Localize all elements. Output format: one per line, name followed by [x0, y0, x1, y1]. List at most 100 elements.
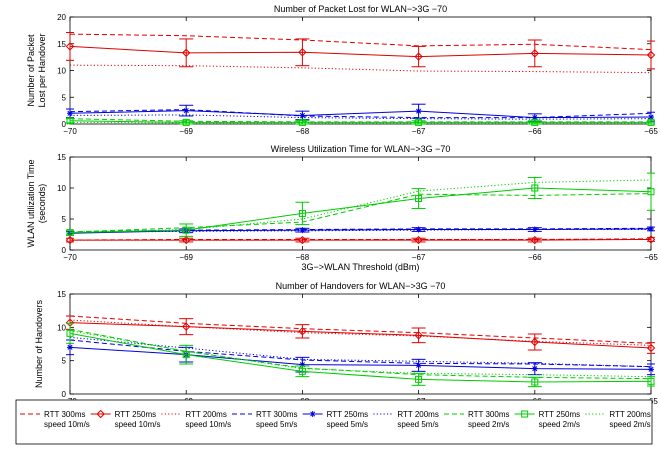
data-point	[183, 107, 190, 114]
legend-label: RTT 250ms	[115, 410, 156, 419]
data-point	[415, 375, 423, 383]
legend-label-sub: speed 10m/s	[44, 420, 90, 429]
legend-label-sub: speed 5m/s	[327, 420, 368, 429]
axes-box	[69, 156, 652, 251]
data-point	[531, 118, 539, 126]
legend-label: RTT 200ms	[185, 410, 227, 419]
data-point	[66, 117, 74, 125]
data-point	[298, 209, 306, 217]
y-tick-label: 10	[57, 323, 66, 332]
series-s4	[69, 339, 652, 368]
data-point	[181, 235, 191, 245]
panel-2: −70 −69 −68 −67 −66 −65 0 5 10 15 Wireless Utiliza…	[26, 144, 658, 272]
data-point	[647, 188, 655, 196]
data-point	[531, 365, 538, 372]
data-point	[415, 108, 422, 115]
x-tick-label: −69	[179, 127, 193, 136]
series-line	[69, 336, 652, 368]
data-point	[531, 114, 538, 121]
series-s6	[69, 336, 652, 368]
legend-label-sub: speed 5m/s	[397, 420, 438, 429]
legend-label: RTT 300ms	[468, 410, 510, 419]
data-point	[298, 235, 307, 245]
series-s8	[66, 322, 655, 388]
data-point	[299, 361, 306, 368]
legend-label-sub: speed 2m/s	[468, 420, 509, 429]
data-point	[415, 226, 422, 233]
legend-label: RTT 250ms	[327, 410, 369, 419]
y-tick-label: 0	[62, 246, 67, 255]
y-tick-label: 5	[62, 93, 67, 102]
legend-label-sub: speed 5m/s	[256, 420, 297, 429]
series-s5	[66, 339, 655, 376]
series-line	[69, 328, 652, 380]
y-tick-label: 5	[62, 357, 67, 366]
series-s1	[69, 238, 652, 241]
data-point	[65, 235, 75, 245]
data-point	[299, 227, 306, 234]
y-axis-label: Number of Handovers	[34, 299, 44, 388]
series-s1	[69, 33, 652, 51]
data-point	[415, 118, 423, 126]
series-line	[69, 346, 652, 370]
series-line	[69, 315, 652, 344]
data-point	[298, 327, 307, 336]
series-s2	[65, 235, 656, 245]
data-point	[648, 114, 654, 121]
y-tick-label: 0	[62, 120, 67, 129]
panel-3: −70−69−68−67−66−65051015Number of Handov…	[34, 281, 658, 416]
data-point	[648, 366, 654, 373]
data-point	[531, 378, 539, 386]
series-s4	[69, 109, 652, 119]
series-s3	[69, 64, 652, 74]
series-line	[69, 109, 652, 119]
x-tick-label: −66	[528, 253, 542, 262]
legend-box	[15, 399, 653, 445]
data-point	[646, 235, 656, 244]
series-s9	[69, 330, 652, 378]
data-point	[181, 48, 191, 58]
y-axis-label: WLAN utilization Time	[26, 159, 36, 247]
data-point	[298, 48, 307, 57]
series-line	[69, 64, 652, 74]
x-tick-label: −65	[644, 127, 658, 136]
data-point	[414, 52, 423, 61]
data-point	[299, 112, 306, 119]
series-line	[70, 238, 652, 241]
data-point	[182, 226, 190, 234]
data-point	[647, 118, 655, 126]
data-point	[646, 343, 656, 353]
x-tick-label: −67	[412, 253, 426, 262]
series-s2	[65, 315, 656, 354]
series-s7	[69, 328, 652, 380]
series-line	[69, 330, 652, 378]
data-point	[647, 377, 655, 385]
data-point	[298, 118, 306, 126]
data-point	[531, 226, 538, 233]
series-line	[69, 332, 652, 383]
y-tick-label: 10	[57, 67, 66, 76]
data-point	[65, 42, 75, 51]
y-axis-label: (seconds)	[37, 184, 47, 224]
axes-box	[69, 16, 652, 125]
data-point	[414, 331, 423, 340]
series-line	[69, 339, 652, 368]
data-point	[531, 184, 539, 192]
panel-1: −70 −69 −68 −67 −66 −65 0 5 10 15 20 Number of Pack…	[26, 4, 658, 136]
data-point	[67, 344, 73, 351]
chart-title: Number of Packet Lost for WLAN−>3G −70	[274, 4, 447, 14]
series-s7	[69, 118, 651, 123]
series-s8	[66, 172, 655, 237]
legend-marker	[309, 411, 316, 417]
legend-label-sub: speed 2m/s	[539, 420, 580, 429]
series-s9	[69, 179, 652, 233]
x-tick-label: −67	[412, 127, 426, 136]
